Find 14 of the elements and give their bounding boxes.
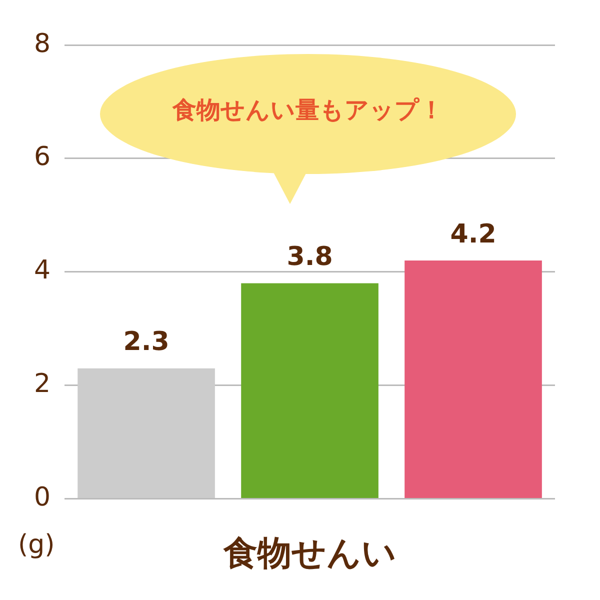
data-label: 3.8: [286, 242, 333, 272]
y-tick-label: 8: [34, 28, 51, 59]
bar: [404, 260, 542, 498]
bar: [241, 283, 378, 498]
y-axis-title: (g): [18, 530, 55, 560]
x-axis-title: 食物せんい: [222, 533, 396, 574]
data-label: 2.3: [123, 327, 170, 358]
bar: [78, 368, 215, 498]
y-tick-label: 4: [34, 256, 51, 286]
data-label: 4.2: [450, 219, 496, 250]
y-tick-label: 2: [34, 369, 51, 400]
y-tick-label: 0: [34, 482, 51, 513]
y-tick-label: 6: [34, 142, 51, 172]
annotation: 食物せんい量もアップ！: [171, 95, 444, 126]
